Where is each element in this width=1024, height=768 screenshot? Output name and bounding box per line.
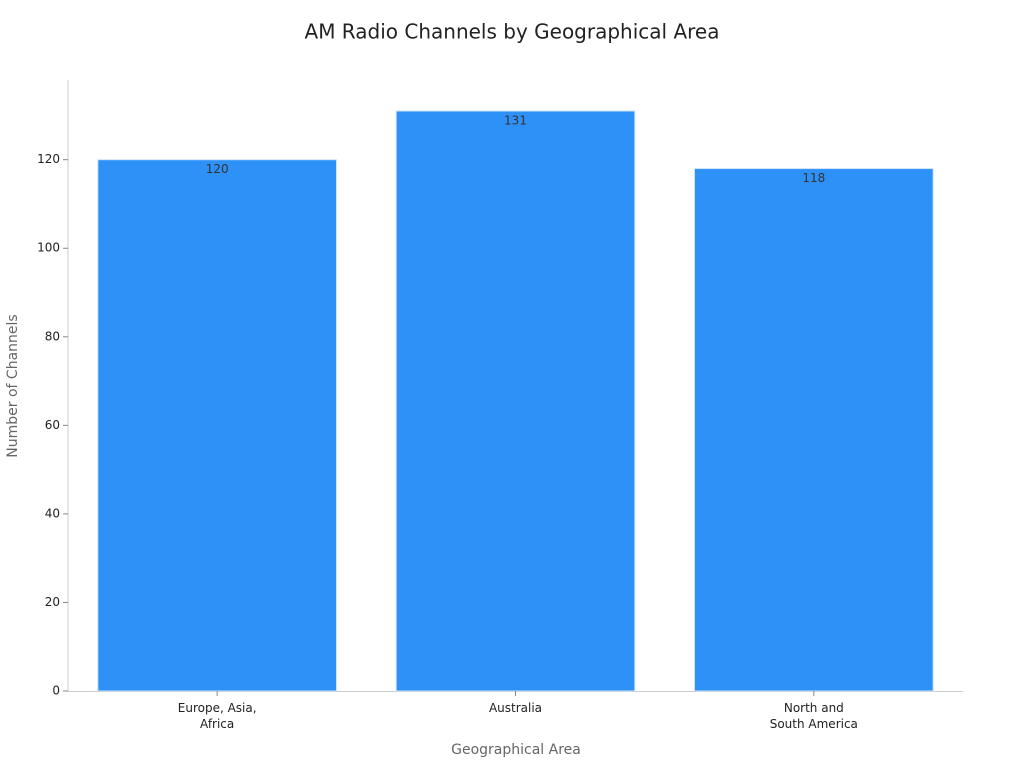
y-tick-label: 60 [45, 418, 60, 432]
value-label: 131 [504, 113, 527, 127]
y-tick-label: 40 [45, 506, 60, 520]
y-tick-label: 20 [45, 595, 60, 609]
bar [395, 110, 636, 692]
x-tick-label: North and South America [769, 701, 858, 731]
x-axis-label: Geographical Area [451, 742, 581, 758]
y-tick-label: 80 [45, 329, 60, 343]
y-tick-label: 100 [37, 241, 60, 255]
value-label: 120 [206, 162, 229, 176]
value-label: 118 [802, 171, 825, 185]
y-axis-label: Number of Channels [5, 314, 21, 457]
bar [97, 159, 338, 692]
bar [694, 168, 934, 692]
x-tick-label: Europe, Asia, Africa [177, 701, 257, 731]
y-tick-label: 0 [52, 684, 60, 698]
chart-title: AM Radio Channels by Geographical Area [305, 20, 720, 44]
y-tick-label: 120 [37, 152, 60, 166]
x-tick-label: Australia [488, 701, 543, 715]
